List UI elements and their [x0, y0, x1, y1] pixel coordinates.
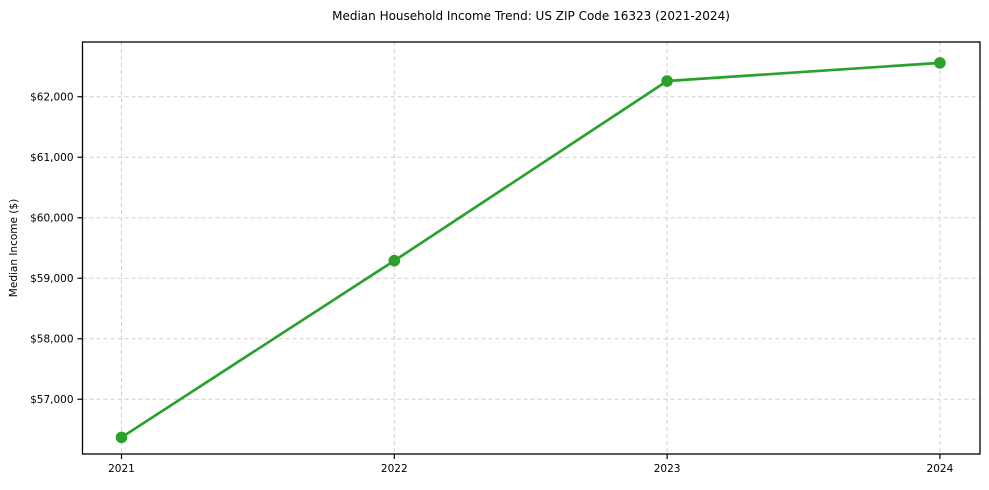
data-point-2024 [934, 57, 946, 69]
y-axis-label: Median Income ($) [8, 198, 20, 298]
y-tick-label: $61,000 [30, 152, 73, 164]
y-tick-label: $57,000 [30, 394, 73, 406]
x-tick-label: 2024 [927, 463, 954, 475]
data-line [120, 61, 942, 439]
y-tick-label: $62,000 [30, 92, 73, 104]
chart-title: Median Household Income Trend: US ZIP Co… [332, 9, 730, 23]
data-point-2022 [388, 254, 401, 267]
x-tick-label: 2022 [381, 463, 408, 475]
plot-border [81, 41, 981, 455]
data-point-2023 [661, 75, 673, 87]
y-tick-label: $59,000 [30, 273, 73, 285]
y-tick-label: $58,000 [30, 334, 73, 346]
y-tick-label: $60,000 [30, 213, 73, 225]
x-tick-label: 2023 [654, 463, 681, 475]
x-tick-label: 2021 [108, 463, 135, 475]
data-point-2021 [115, 431, 128, 444]
